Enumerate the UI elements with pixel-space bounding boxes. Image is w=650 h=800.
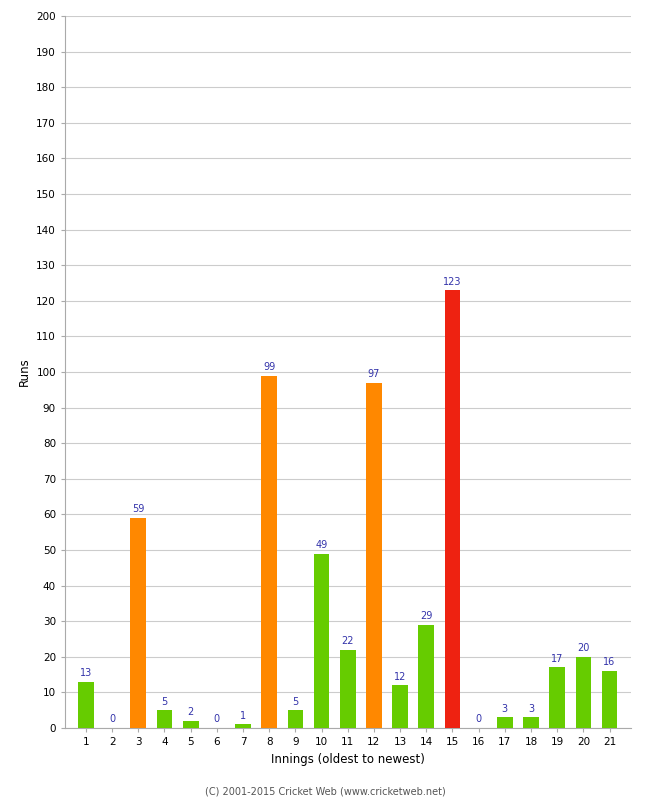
Text: 2: 2 <box>188 707 194 718</box>
Text: 5: 5 <box>292 697 298 706</box>
Text: 5: 5 <box>161 697 168 706</box>
Text: 59: 59 <box>132 505 144 514</box>
Text: 13: 13 <box>80 668 92 678</box>
Bar <box>78 682 94 728</box>
Bar <box>287 710 304 728</box>
Text: 0: 0 <box>476 714 482 725</box>
Bar <box>235 725 251 728</box>
Text: 0: 0 <box>109 714 115 725</box>
Bar <box>314 554 330 728</box>
Bar <box>445 290 460 728</box>
Bar <box>392 686 408 728</box>
Text: 99: 99 <box>263 362 276 372</box>
Text: 29: 29 <box>420 611 432 622</box>
Text: 49: 49 <box>315 540 328 550</box>
Y-axis label: Runs: Runs <box>18 358 31 386</box>
Text: 3: 3 <box>528 704 534 714</box>
X-axis label: Innings (oldest to newest): Innings (oldest to newest) <box>271 753 424 766</box>
Bar <box>575 657 592 728</box>
Bar <box>602 671 617 728</box>
Text: 17: 17 <box>551 654 564 664</box>
Text: 97: 97 <box>368 369 380 379</box>
Bar <box>523 718 539 728</box>
Bar <box>183 721 198 728</box>
Text: 0: 0 <box>214 714 220 725</box>
Text: 1: 1 <box>240 711 246 721</box>
Bar <box>549 667 565 728</box>
Text: 20: 20 <box>577 643 590 654</box>
Bar <box>131 518 146 728</box>
Text: (C) 2001-2015 Cricket Web (www.cricketweb.net): (C) 2001-2015 Cricket Web (www.cricketwe… <box>205 786 445 796</box>
Bar <box>340 650 356 728</box>
Text: 22: 22 <box>341 636 354 646</box>
Bar <box>157 710 172 728</box>
Bar <box>366 382 382 728</box>
Text: 12: 12 <box>394 672 406 682</box>
Text: 16: 16 <box>603 658 616 667</box>
Bar <box>419 625 434 728</box>
Bar <box>497 718 513 728</box>
Text: 3: 3 <box>502 704 508 714</box>
Text: 123: 123 <box>443 277 461 286</box>
Bar <box>261 375 277 728</box>
